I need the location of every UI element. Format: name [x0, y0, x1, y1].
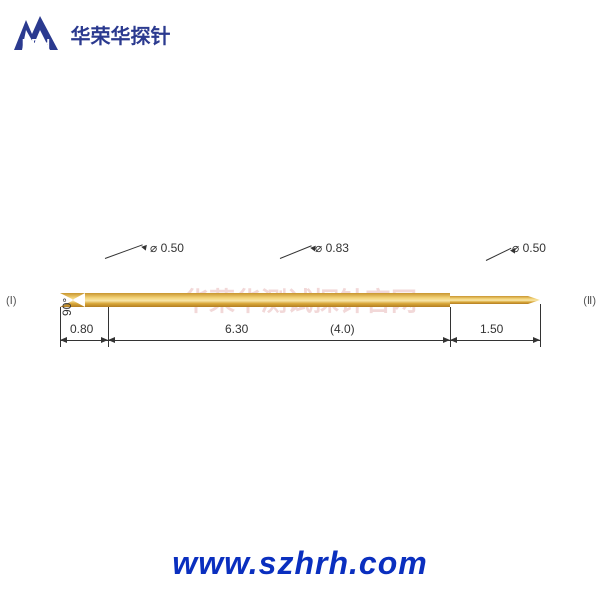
website-url: www.szhrh.com: [0, 545, 600, 582]
dia-right-label: 0.50: [512, 241, 546, 255]
angle-label: 90°: [60, 298, 74, 316]
len-body-paren: (4.0): [330, 322, 355, 336]
probe-body: [108, 293, 450, 307]
probe-right-tip: [450, 296, 540, 304]
probe-drawing: [0, 0, 600, 600]
len-body-label: 6.30: [225, 322, 248, 336]
ext-line: [540, 304, 541, 347]
dia-left-label: 0.50: [150, 241, 184, 255]
end-label-right: (Ⅱ): [583, 294, 596, 307]
len-right-label: 1.50: [480, 322, 503, 336]
dim-line-body: [108, 340, 450, 341]
dim-line-right: [450, 340, 540, 341]
dim-line-left: [60, 340, 108, 341]
len-left-label: 0.80: [70, 322, 93, 336]
dia-mid-label: 0.83: [315, 241, 349, 255]
end-label-left: (Ⅰ): [6, 294, 17, 307]
diagram-canvas: { "logo": { "abbr": "HRH", "name": "华荣华探…: [0, 0, 600, 600]
